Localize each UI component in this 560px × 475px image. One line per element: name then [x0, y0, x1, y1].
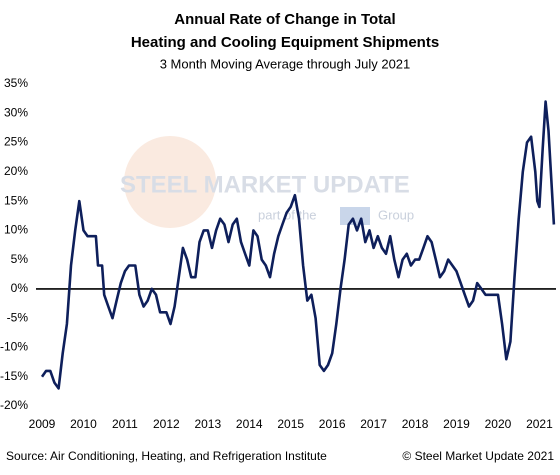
y-tick-label: 5%: [11, 252, 29, 266]
x-tick-label: 2010: [70, 417, 97, 431]
x-tick-label: 2013: [194, 417, 221, 431]
watermark-brand: STEEL MARKET UPDATE: [120, 171, 410, 198]
x-tick-label: 2019: [443, 417, 470, 431]
chart-subtitle: 3 Month Moving Average through July 2021: [160, 56, 411, 71]
x-tick-label: 2012: [153, 417, 180, 431]
x-tick-label: 2017: [360, 417, 387, 431]
data-line: [40, 100, 556, 390]
x-tick-label: 2021: [526, 417, 553, 431]
x-tick-label: 2015: [277, 417, 304, 431]
watermark-tagline: part of the: [258, 207, 317, 222]
y-tick-label: 25%: [4, 135, 28, 149]
x-tick-label: 2009: [29, 417, 56, 431]
watermark-logo: [124, 136, 216, 228]
chart-title: Heating and Cooling Equipment Shipments: [131, 34, 439, 51]
x-tick-label: 2011: [112, 417, 138, 431]
watermark-tagline: Group: [378, 207, 414, 222]
x-tick-label: 2014: [236, 417, 263, 431]
y-tick-label: -15%: [0, 369, 28, 383]
y-tick-label: 20%: [4, 164, 28, 178]
y-tick-label: 35%: [4, 76, 28, 90]
y-tick-label: -5%: [7, 310, 29, 324]
x-tick-label: 2018: [402, 417, 429, 431]
source-note: Source: Air Conditioning, Heating, and R…: [6, 449, 327, 463]
x-tick-label: 2016: [319, 417, 346, 431]
y-tick-label: 15%: [4, 193, 28, 207]
x-tick-label: 2020: [485, 417, 512, 431]
y-tick-label: -10%: [0, 340, 28, 354]
copyright: © Steel Market Update 2021: [402, 449, 554, 463]
y-tick-label: 10%: [4, 223, 28, 237]
chart-title: Annual Rate of Change in Total: [174, 11, 395, 28]
y-tick-label: -20%: [0, 398, 28, 412]
y-tick-label: 0%: [11, 281, 29, 295]
y-tick-label: 30%: [4, 105, 28, 119]
